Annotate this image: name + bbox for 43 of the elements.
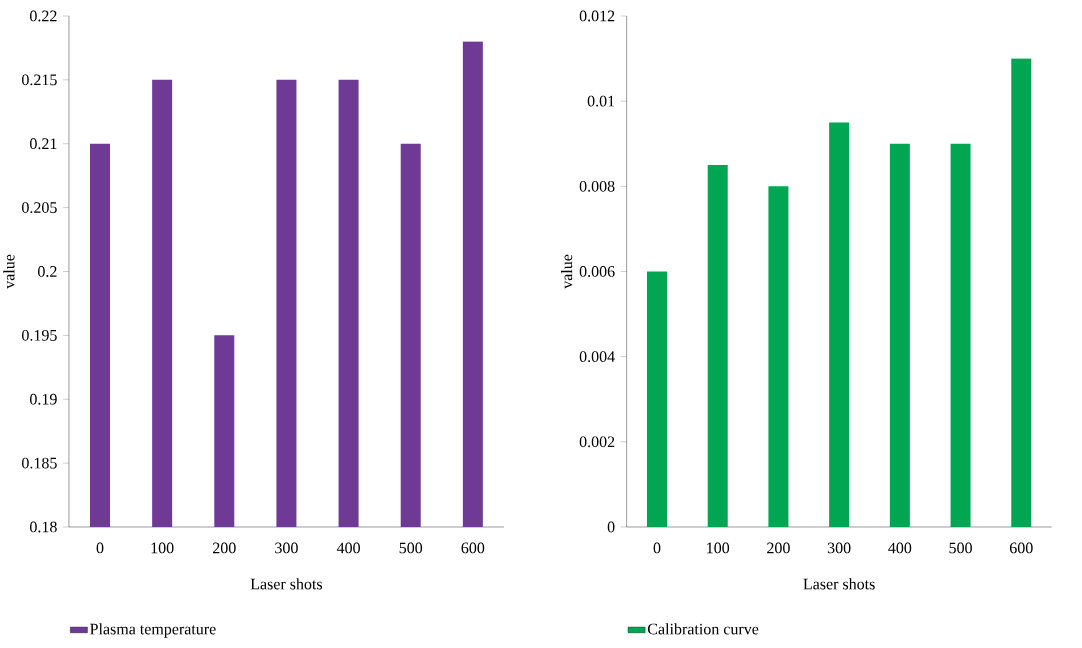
bar (1011, 58, 1032, 527)
x-tick-label: 300 (827, 542, 851, 554)
legend-label: Plasma temperature (90, 623, 216, 638)
y-tick-label: 0.19 (30, 393, 57, 405)
y-tick-label: 0.215 (22, 74, 57, 86)
x-tick-label: 500 (399, 542, 423, 554)
y-tick-label: 0.01 (587, 95, 615, 107)
x-tick-label: 0 (653, 542, 661, 554)
x-axis-title: Laser shots (803, 578, 875, 590)
y-tick-label: 0.185 (22, 457, 57, 469)
x-tick-label: 0 (96, 542, 104, 554)
y-tick-label: 0.22 (30, 10, 57, 22)
bar (768, 186, 789, 527)
y-tick-label: 0 (607, 521, 615, 533)
y-tick-label: 0.195 (22, 329, 57, 341)
y-tick-label: 0.002 (579, 436, 615, 448)
y-tick-label: 0.2 (38, 266, 57, 277)
x-tick-label: 500 (949, 542, 972, 554)
y-tick-label: 0.004 (579, 351, 615, 363)
x-tick-label: 600 (461, 542, 485, 554)
y-axis-title: value (560, 254, 573, 289)
x-tick-label: 400 (888, 542, 912, 554)
x-tick-label: 600 (1009, 542, 1033, 554)
x-tick-label: 200 (213, 542, 236, 554)
x-tick-label: 200 (767, 542, 790, 554)
bar (647, 271, 667, 527)
x-tick-label: 100 (151, 542, 174, 554)
x-tick-label: 400 (336, 542, 360, 554)
bar (829, 122, 850, 527)
bar (707, 165, 728, 527)
bar (950, 143, 971, 527)
y-tick-label: 0.012 (579, 10, 615, 22)
y-tick-label: 0.205 (22, 202, 57, 214)
y-tick-label: 0.008 (579, 180, 615, 192)
y-tick-label: 0.21 (30, 138, 57, 150)
x-axis-title: Laser shots (250, 578, 323, 590)
legend-label: Calibration curve (647, 623, 759, 635)
y-axis-title: value (3, 254, 15, 289)
x-tick-label: 100 (707, 542, 730, 554)
bar (889, 143, 910, 527)
y-tick-label: 0.006 (579, 266, 615, 277)
x-tick-label: 300 (275, 542, 298, 554)
y-tick-label: 0.18 (30, 521, 57, 533)
